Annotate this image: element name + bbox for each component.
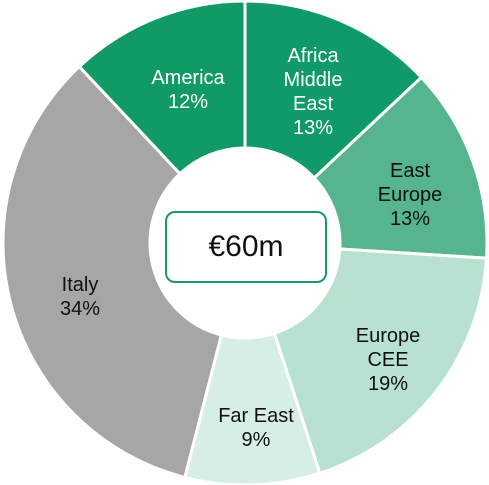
donut-slice (312, 75, 489, 260)
donut-slice (272, 247, 489, 476)
slice-label: Italy 34% (40, 273, 120, 321)
slice-label: America 12% (138, 66, 238, 114)
slice-label: East Europe 13% (365, 159, 455, 231)
category-label: Italy (61, 274, 99, 296)
donut-slice (243, 0, 424, 181)
category-label: Africa Middle East (283, 45, 343, 115)
value-label: 13% (389, 208, 431, 230)
value-label: 9% (241, 429, 271, 451)
slice-label: Africa Middle East 13% (273, 44, 353, 140)
category-label: Europe CEE (355, 325, 421, 371)
category-label: America (151, 67, 225, 89)
slice-label: Far East 9% (201, 404, 311, 452)
center-label: €60m (165, 211, 327, 283)
value-label: 34% (59, 298, 101, 320)
value-label: 13% (292, 117, 334, 139)
category-label: East Europe (377, 160, 443, 206)
value-label: 19% (367, 373, 409, 395)
category-label: Far East (218, 405, 294, 427)
donut-slice (77, 0, 247, 176)
donut-slice (1, 64, 224, 480)
slice-label: Europe CEE 19% (343, 324, 433, 396)
value-label: 12% (167, 91, 209, 113)
